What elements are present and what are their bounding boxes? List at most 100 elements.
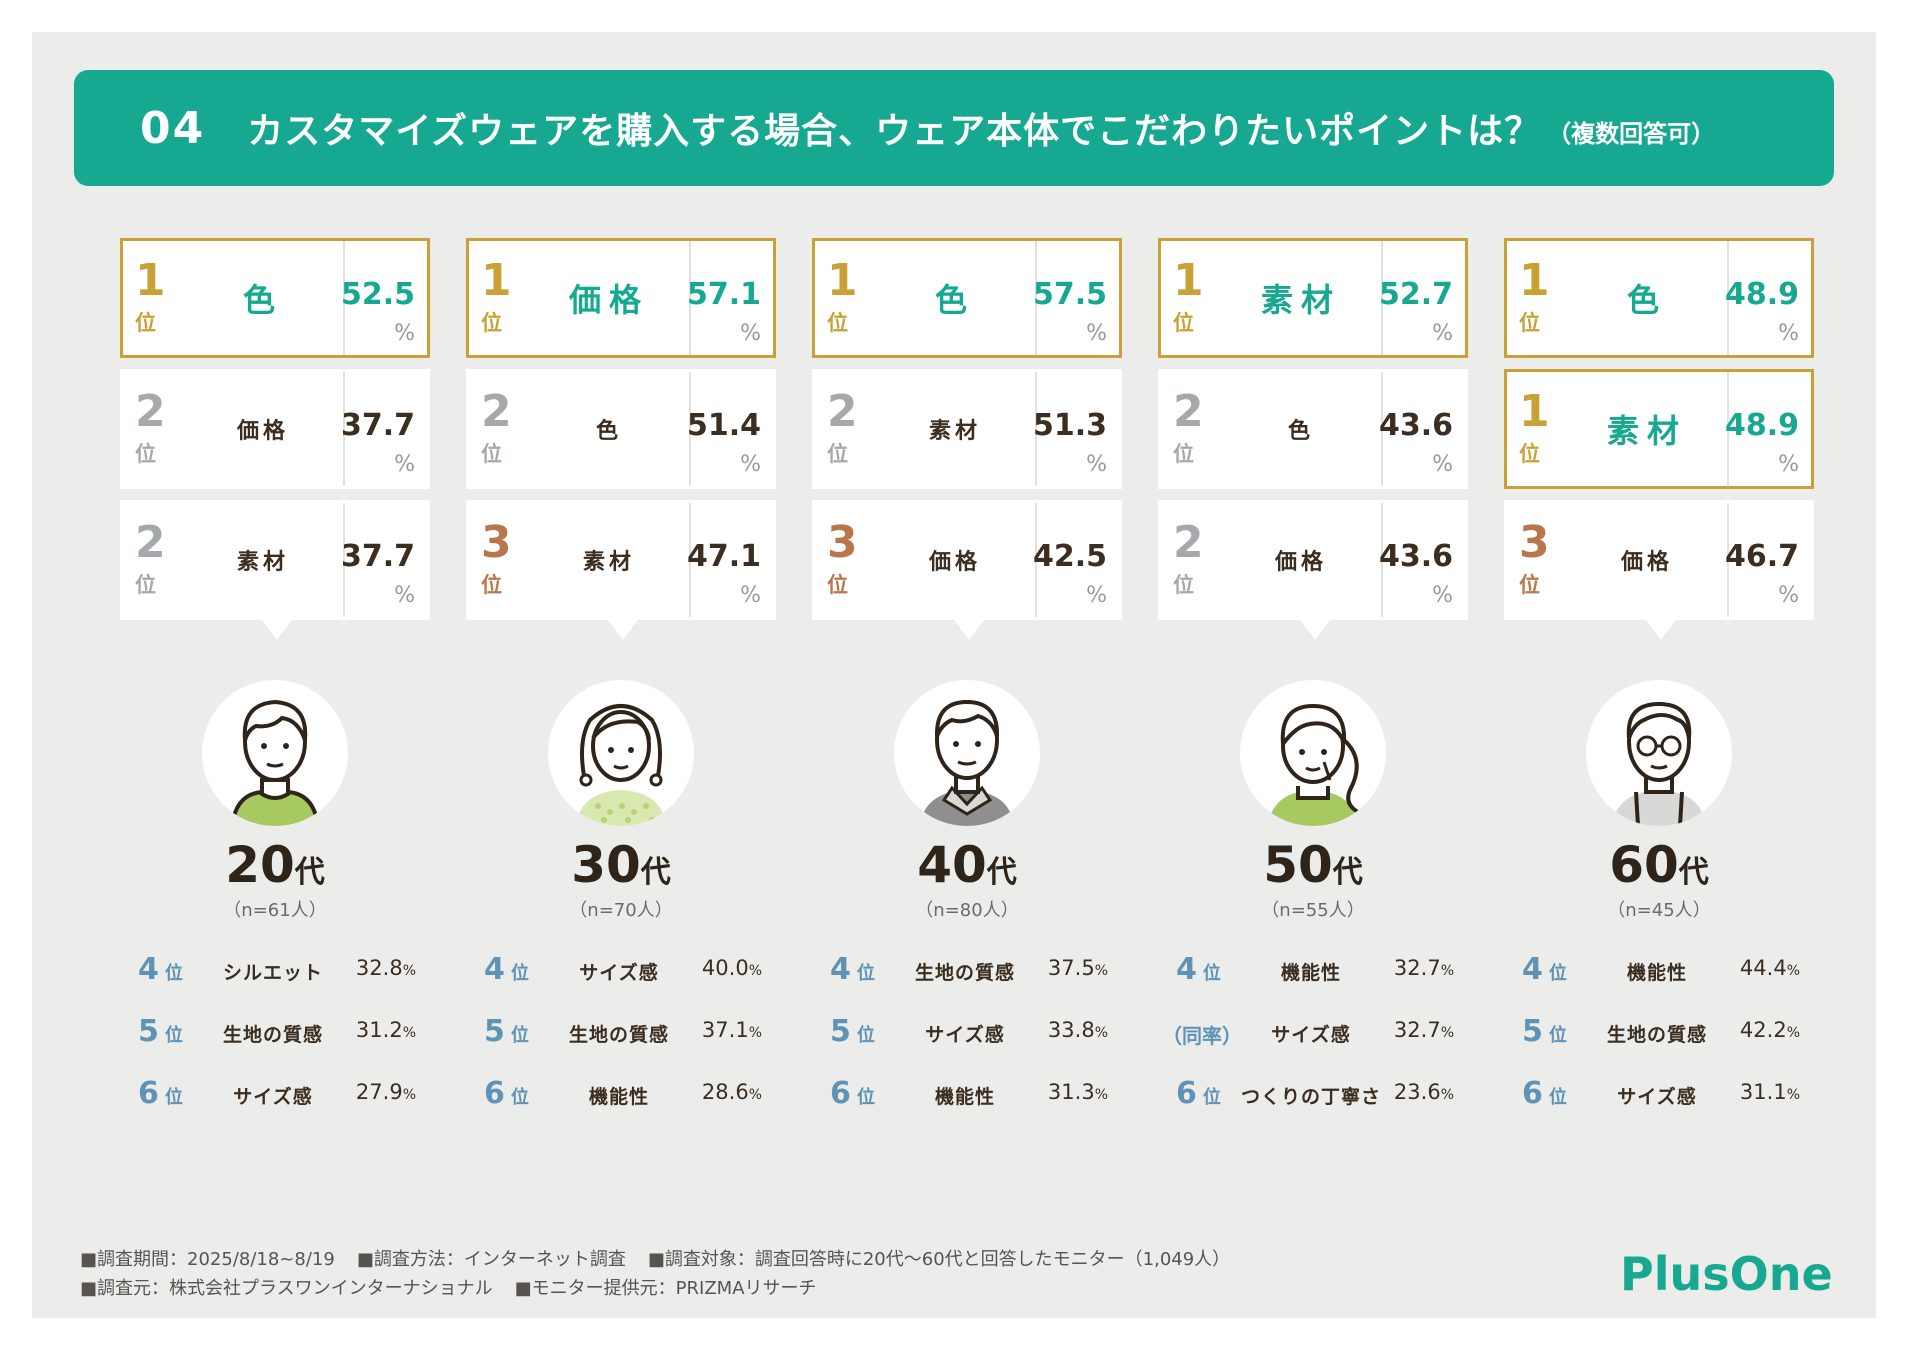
rank-value: 57.1: [686, 277, 761, 312]
rank-divider: [1727, 503, 1729, 617]
age-label: 50代: [1158, 836, 1468, 894]
speech-pointer: [1643, 616, 1679, 640]
lower-rank-row: 6 位 機能性 31.3%: [812, 1076, 1122, 1116]
rank-number: 2 位: [827, 390, 867, 468]
rank-divider: [689, 241, 691, 355]
rank-number: 2 位: [1173, 521, 1213, 599]
elderly-man-glasses-icon: [1586, 680, 1732, 826]
rank-number: 3 位: [481, 521, 521, 599]
lower-rank-label: サイズ感: [233, 1086, 313, 1108]
lower-rank-label: 生地の質感: [568, 1024, 669, 1046]
title-banner: 04 カスタマイズウェアを購入する場合、ウェア本体でこだわりたいポイントは？ （…: [74, 70, 1834, 186]
lower-rank-label: 機能性: [1280, 962, 1341, 984]
percent-unit: %: [1432, 583, 1453, 608]
lower-rank-label: サイズ感: [1617, 1086, 1697, 1108]
rank-number: 1 位: [481, 259, 521, 337]
middle-aged-woman-icon: [1240, 680, 1386, 826]
lower-rank-label: 機能性: [934, 1086, 995, 1108]
percent-unit: %: [740, 452, 761, 477]
age-unit: 代: [986, 855, 1017, 890]
sample-size: （n=45人）: [1607, 900, 1711, 921]
rank-digit: 2: [1173, 517, 1204, 568]
top-rank-card: 2 位 素材 37.7 %: [120, 500, 430, 620]
lower-rank-label: 生地の質感: [914, 962, 1015, 984]
speech-pointer: [259, 616, 295, 640]
rank-item-label: 素材: [582, 550, 635, 575]
rank-unit: 位: [1173, 311, 1194, 335]
rank-divider: [1381, 372, 1383, 486]
lower-rank-value: 31.1%: [1739, 1080, 1800, 1104]
age-label: 20代: [120, 836, 430, 894]
lower-rank-label: サイズ感: [1271, 1024, 1351, 1046]
top-rank-card: 1 位 色 48.9 %: [1504, 238, 1814, 358]
rank-item-label: 色: [595, 419, 622, 444]
top-rank-card: 3 位 価格 46.7 %: [1504, 500, 1814, 620]
sample-size: （n=61人）: [223, 900, 327, 921]
rank-value: 47.1: [686, 539, 761, 574]
rank-digit: 2: [827, 386, 858, 437]
rank-digit: 2: [135, 386, 166, 437]
percent-unit: %: [394, 452, 415, 477]
lower-rank-value: 23.6%: [1393, 1080, 1454, 1104]
rank-digit: 3: [1519, 517, 1550, 568]
lower-rank-value: 32.8%: [355, 956, 416, 980]
percent-unit: %: [1086, 321, 1107, 346]
age-number: 60: [1609, 836, 1679, 894]
age-unit: 代: [640, 855, 671, 890]
percent-unit: %: [1432, 452, 1453, 477]
lower-rank-row: 6 位つくりの丁寧さ 23.6%: [1158, 1076, 1468, 1116]
percent-unit: %: [1086, 452, 1107, 477]
rank-item-label: 価格: [568, 281, 649, 319]
rank-digit: 1: [1173, 255, 1204, 306]
age-unit: 代: [1678, 855, 1709, 890]
rank-digit: 2: [1173, 386, 1204, 437]
percent-unit: %: [1778, 583, 1799, 608]
young-man-icon: [202, 680, 348, 826]
rank-digit: 1: [481, 255, 512, 306]
age-label: 40代: [812, 836, 1122, 894]
rank-item-label: 素材: [236, 550, 289, 575]
age-number: 50: [1263, 836, 1333, 894]
top-rank-card: 2 位 色 43.6 %: [1158, 369, 1468, 489]
percent-unit: %: [394, 321, 415, 346]
rank-item-label: 色: [1626, 281, 1667, 319]
rank-value: 37.7: [340, 539, 415, 574]
rank-number: 1 位: [827, 259, 867, 337]
woman-icon: [548, 680, 694, 826]
page-background: [32, 32, 1876, 1318]
rank-divider: [689, 372, 691, 486]
percent-unit: %: [394, 583, 415, 608]
rank-digit: 2: [135, 517, 166, 568]
rank-digit: 1: [135, 255, 166, 306]
lower-rank-row: 6 位 サイズ感 31.1%: [1504, 1076, 1814, 1116]
rank-item-label: 素材: [928, 419, 981, 444]
lower-rank-label: シルエット: [222, 962, 323, 984]
top-rank-card: 2 位 価格 37.7 %: [120, 369, 430, 489]
rank-digit: 1: [827, 255, 858, 306]
speech-pointer: [605, 616, 641, 640]
footer-line-1: ■調査期間：2025/8/18~8/19 ■調査方法：インターネット調査 ■調査対象…: [80, 1245, 1252, 1274]
rank-unit: 位: [135, 311, 156, 335]
lower-rank-label: サイズ感: [925, 1024, 1005, 1046]
footer-survey-target: ■調査対象：調査回答時に20代～60代と回答したモニター（1,049人）: [647, 1249, 1231, 1270]
rank-divider: [343, 503, 345, 617]
age-label: 30代: [466, 836, 776, 894]
rank-divider: [1727, 241, 1729, 355]
rank-number: 2 位: [1173, 390, 1213, 468]
percent-unit: %: [1086, 583, 1107, 608]
man-collar-icon: [894, 680, 1040, 826]
rank-number: 1 位: [1173, 259, 1213, 337]
age-unit: 代: [294, 855, 325, 890]
tie-rank-label: （同率）: [1162, 1024, 1242, 1048]
rank-number: 3 位: [827, 521, 867, 599]
lower-rank-value: 31.2%: [355, 1018, 416, 1042]
